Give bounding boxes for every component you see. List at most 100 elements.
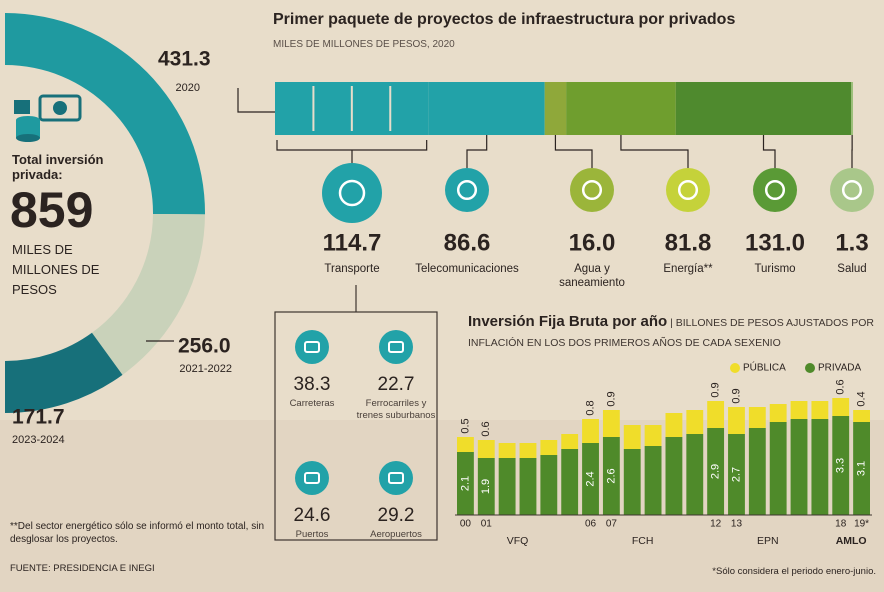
x-tick-label: 06 [585,519,597,530]
breakdown-value: 29.2 [378,505,415,526]
bar-segment [728,407,745,434]
note-energy: **Del sector energético sólo se informó … [10,521,265,545]
breakdown-icon [295,330,329,364]
bar-segment [457,437,474,452]
donut-segment [5,332,123,413]
category-icon [570,168,614,212]
breakdown-value: 24.6 [294,505,331,526]
icon-glyph [764,179,786,201]
bar-segment [811,401,829,419]
segment-value-label: 131.0 [745,229,805,256]
bar-segment [769,404,787,422]
bracket [276,140,428,163]
x-tick-label: 13 [731,519,743,530]
donut-value-label: 431.3 [158,48,211,71]
legend-label: PRIVADA [818,363,861,374]
bar-value-label: 0.6 [835,379,847,394]
bar-segment [498,443,516,458]
bar-segment [665,413,683,437]
bar-value-label: 2.6 [605,468,617,483]
category-icon [830,168,874,212]
note-period: *Sólo considera el periodo enero-junio. [712,566,876,577]
period-label: EPN [757,535,779,547]
category-icon [322,163,382,223]
icon-glyph [338,179,366,207]
bar-segment [540,455,558,515]
icon-glyph [304,472,320,484]
donut-category-label: 2023-2024 [12,434,65,446]
total-label: Total inversión privada: [12,152,104,182]
main-title: Primer paquete de proyectos de infraestr… [273,8,753,56]
bar-segment [602,437,620,515]
bar-title-block: Inversión Fija Bruta por año | BILLONES … [468,313,874,349]
segment-value-label: 81.8 [665,229,712,256]
bar-segment [675,82,852,135]
segment-value-label: 16.0 [569,229,616,256]
donut-segment [91,213,205,375]
category-icon [666,168,710,212]
bar-segment [832,416,850,515]
bar-segment [582,443,599,515]
x-tick-label: 07 [606,519,618,530]
x-tick-label: 00 [460,519,472,530]
bar-segment [665,437,683,515]
connector [620,135,689,168]
money-icon [14,94,82,142]
period-label: AMLO [836,535,867,547]
breakdown-icon [379,330,413,364]
breakdown-label: Aeropuertos [370,529,422,540]
breakdown-value: 38.3 [294,374,331,395]
bar-segment [544,82,567,135]
bar-segment [540,440,558,455]
bar-segment [707,428,725,515]
donut-value-label: 256.0 [178,335,231,358]
breakdown-value: 22.7 [378,374,415,395]
bar-subtitle: BILLONES DE PESOS AJUSTADOS POR INFLACIÓ… [468,317,874,349]
bar-segment [851,82,853,135]
note-source: FUENTE: PRESIDENCIA E INEGI [10,563,155,574]
segment-category-label: Transporte [324,263,380,275]
bar-segment [561,449,579,515]
bar-segment [477,440,495,458]
icon-glyph [677,179,699,201]
bar-value-label: 3.1 [855,461,867,476]
connector [554,135,593,168]
bar-value-label: 0.8 [584,400,596,415]
bar-segment [623,425,641,449]
bar-value-label: 0.6 [480,421,492,436]
bar-segment [561,434,579,449]
segment-category-label: Agua y saneamiento [559,263,625,289]
bar-segment [790,419,808,515]
total-value: 859 [10,182,94,238]
bar-segment [566,82,676,135]
bar-segment [811,419,829,515]
breakdown-label: Puertos [295,529,329,540]
icon-glyph [841,179,863,201]
subtitle-text: MILES DE MILLONES DE PESOS, 2020 [273,39,455,50]
bar-segment [644,446,662,515]
bar-segment [853,410,870,422]
bar-value-label: 0.4 [855,391,867,406]
breakdown-label: Ferrocarriles y trenes suburbanos [356,398,436,421]
bar-segment [582,419,599,443]
bar-segment [602,410,620,437]
bar-segment [748,428,766,515]
bar-segment [832,398,850,416]
bar-segment [477,458,495,515]
connector [237,88,275,113]
bar-segment [623,449,641,515]
bar-segment [853,422,870,515]
icon-glyph [581,179,603,201]
bar-segment [728,434,745,515]
x-tick-label: 18 [835,519,847,530]
x-tick-label: 12 [710,519,722,530]
legend-swatch [805,363,815,373]
donut-value-label: 171.7 [12,406,65,429]
icon-glyph [388,472,404,484]
donut-category-label: 2020 [176,82,200,94]
bar-value-label: 2.1 [459,476,471,491]
bar-segment [707,401,725,428]
legend-label: PÚBLICA [743,361,786,374]
